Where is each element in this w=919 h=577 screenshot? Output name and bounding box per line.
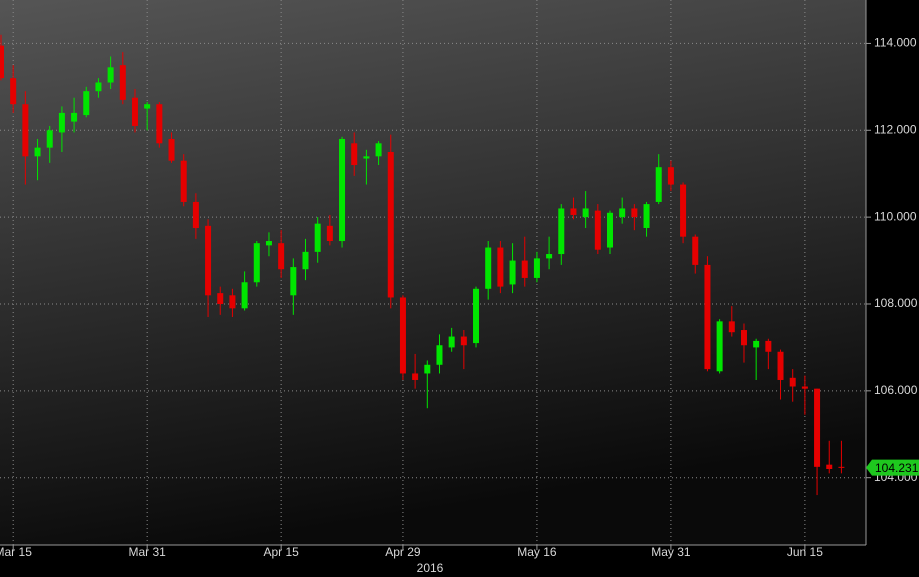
candle-body — [387, 151, 394, 298]
candle-body — [436, 345, 443, 365]
candle-body — [229, 295, 236, 309]
candle-body — [192, 201, 199, 228]
candle-body — [789, 377, 796, 387]
candle-body — [326, 225, 333, 242]
candle-body — [58, 112, 65, 133]
x-tick-label: Jun 15 — [787, 545, 823, 559]
candle-body — [655, 167, 662, 202]
candle-body — [399, 297, 406, 374]
candle-body — [217, 293, 224, 304]
candle-body — [667, 167, 674, 185]
x-tick-label: May 16 — [517, 545, 557, 559]
y-tick-label: 108.000 — [874, 296, 918, 310]
plot-area — [0, 0, 866, 545]
candle-body — [144, 104, 151, 109]
candle-body — [460, 336, 467, 346]
candle-body — [412, 373, 419, 380]
candle-body — [692, 236, 699, 265]
candle-body — [619, 208, 626, 218]
candle-body — [290, 267, 297, 296]
candle-body — [594, 210, 601, 250]
candle-body — [716, 321, 723, 372]
candle-body — [302, 251, 309, 270]
candle-body — [180, 160, 187, 202]
candle-body — [448, 336, 455, 348]
x-sublabel: 2016 — [417, 561, 444, 575]
candle-body — [46, 130, 53, 148]
candle-body — [71, 112, 78, 122]
candle-body — [521, 260, 528, 278]
candle-body — [253, 243, 260, 283]
candle-body — [497, 247, 504, 287]
candle-body — [728, 321, 735, 333]
candle-body — [777, 351, 784, 380]
candle-body — [119, 65, 126, 100]
candle-body — [838, 466, 845, 468]
candle-body — [375, 143, 382, 157]
candle-body — [351, 143, 358, 166]
x-tick-label: Apr 29 — [385, 545, 421, 559]
candle-body — [814, 388, 821, 467]
candle-body — [0, 45, 4, 79]
candle-body — [801, 386, 808, 389]
candle-body — [533, 258, 540, 278]
candle-body — [314, 223, 321, 252]
candle-body — [22, 104, 29, 157]
candle-body — [680, 184, 687, 237]
candle-body — [485, 247, 492, 289]
x-tick-label: Mar 15 — [0, 545, 32, 559]
candle-body — [546, 254, 553, 259]
candle-body — [107, 67, 114, 83]
candle-body — [607, 212, 613, 248]
candle-body — [339, 138, 346, 242]
x-tick-label: Apr 15 — [263, 545, 299, 559]
candle-body — [131, 97, 138, 126]
y-tick-label: 112.000 — [874, 122, 917, 136]
candle-body — [740, 330, 747, 346]
candle-body — [363, 156, 370, 159]
candle-body — [509, 260, 516, 285]
candle-body — [753, 340, 760, 348]
y-tick-label: 110.000 — [874, 209, 917, 223]
last-price-label: 104.231 — [875, 461, 919, 475]
candle-body — [643, 204, 650, 228]
last-price-tag — [866, 459, 919, 476]
candle-body — [570, 208, 577, 215]
y-tick-label: 114.000 — [874, 36, 917, 50]
candle-body — [265, 241, 272, 246]
candle-body — [83, 91, 90, 116]
candle-body — [34, 147, 41, 157]
candle-body — [168, 138, 175, 161]
candle-body — [826, 464, 833, 470]
candle-body — [558, 208, 565, 255]
candle-body — [205, 225, 212, 296]
candle-body — [424, 364, 431, 374]
y-tick-label: 106.000 — [874, 383, 918, 397]
candle-body — [10, 78, 17, 105]
candle-body — [278, 243, 285, 270]
x-tick-label: Mar 31 — [128, 545, 166, 559]
x-tick-label: May 31 — [651, 545, 691, 559]
candle-body — [95, 82, 102, 92]
candle-body — [582, 208, 589, 218]
candle-body — [156, 104, 163, 144]
candle-body — [473, 288, 480, 344]
candle-body — [704, 264, 711, 370]
candle-body — [631, 208, 638, 218]
candle-body — [765, 340, 772, 352]
candle-body — [241, 282, 248, 309]
